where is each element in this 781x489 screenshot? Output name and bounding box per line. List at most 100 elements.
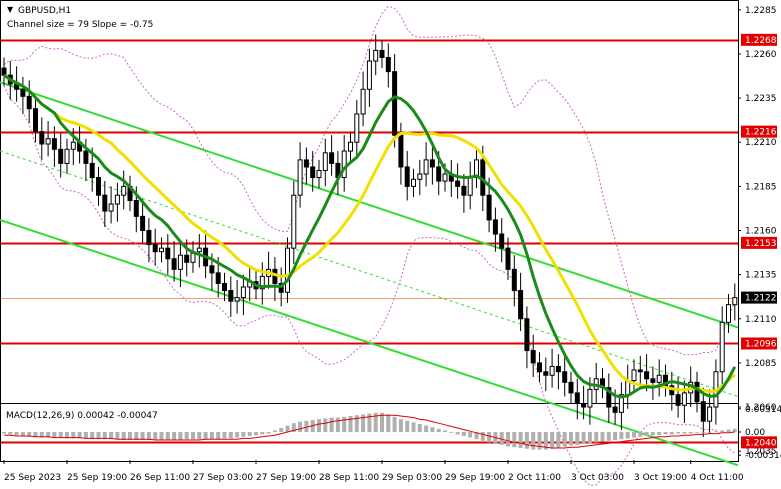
candle bbox=[606, 373, 612, 423]
candle-body bbox=[373, 49, 379, 62]
candle bbox=[511, 255, 517, 307]
time-tick-label: 3 Oct 19:00 bbox=[634, 473, 687, 483]
candle bbox=[467, 161, 473, 210]
candle-body bbox=[562, 371, 568, 383]
time-axis-layer: 25 Sep 2023 25 Sep 19:00 26 Sep 11:00 27 Se… bbox=[3, 460, 744, 483]
candle-body bbox=[385, 56, 391, 73]
macd-histogram-bar bbox=[657, 432, 662, 436]
candle bbox=[663, 364, 668, 397]
macd-histogram-bar bbox=[701, 432, 706, 433]
candle-body bbox=[196, 247, 202, 253]
dropdown-triangle-icon[interactable]: ▼ bbox=[7, 5, 14, 14]
candle bbox=[240, 274, 246, 316]
candle-body bbox=[530, 350, 536, 364]
macd-histogram-bar bbox=[298, 421, 303, 432]
level-label: 1.2096 bbox=[745, 339, 777, 349]
candle bbox=[64, 138, 70, 175]
macd-histogram-bar bbox=[606, 432, 611, 441]
macd-histogram-bar bbox=[367, 413, 372, 432]
candle bbox=[171, 241, 177, 282]
macd-histogram-bar bbox=[216, 432, 221, 440]
candle bbox=[310, 151, 316, 192]
macd-histogram-bar bbox=[537, 432, 542, 450]
level-label-box bbox=[741, 236, 777, 249]
candle-body bbox=[64, 148, 70, 164]
candle bbox=[360, 71, 366, 127]
candle bbox=[196, 234, 202, 268]
candle bbox=[732, 283, 738, 321]
candle bbox=[505, 237, 511, 280]
candles-layer bbox=[1, 34, 738, 438]
candle-body bbox=[537, 362, 542, 373]
level-label-box bbox=[741, 125, 777, 138]
candle bbox=[177, 242, 183, 287]
candle bbox=[108, 186, 114, 224]
candle bbox=[322, 138, 328, 187]
candle bbox=[600, 368, 605, 399]
candle-body bbox=[322, 152, 328, 171]
candle-body bbox=[159, 247, 164, 253]
macd-histogram-bar bbox=[291, 423, 296, 432]
macd-histogram-bar bbox=[27, 432, 32, 437]
price-tick-label: 1.2060 bbox=[745, 403, 777, 413]
candle-body bbox=[429, 159, 435, 168]
macd-histogram-bar bbox=[342, 416, 347, 432]
level-label: 1.2153 bbox=[745, 239, 777, 249]
macd-histogram-bar bbox=[600, 432, 605, 442]
macd-histogram-bar bbox=[707, 432, 712, 433]
candle-body bbox=[228, 290, 234, 302]
candle-body bbox=[20, 88, 26, 97]
candle bbox=[114, 182, 120, 222]
macd-histogram-bar bbox=[455, 432, 460, 435]
time-tick-label: 28 Sep 11:00 bbox=[319, 473, 379, 483]
candle bbox=[102, 181, 108, 227]
candle-body bbox=[719, 321, 725, 373]
macd-histogram-bar bbox=[380, 412, 384, 432]
ma-slow-line bbox=[3, 73, 736, 394]
candle-body bbox=[259, 275, 265, 290]
candle-body bbox=[568, 381, 574, 394]
candle-body bbox=[398, 134, 404, 168]
candle-body bbox=[581, 403, 587, 408]
price-tick-label: 1.2235 bbox=[745, 94, 777, 104]
candle-body bbox=[114, 194, 120, 205]
candle bbox=[669, 371, 675, 411]
macd-histogram-bar bbox=[2, 432, 6, 434]
candle bbox=[549, 348, 555, 388]
macd-histogram-bar bbox=[644, 432, 649, 436]
macd-histogram-bar bbox=[713, 431, 718, 432]
macd-histogram-bar bbox=[260, 432, 265, 435]
macd-histogram-bar bbox=[96, 432, 101, 440]
time-tick-label: 25 Sep 19:00 bbox=[67, 473, 127, 483]
macd-histogram-bar bbox=[304, 420, 309, 432]
candle-body bbox=[637, 369, 643, 373]
macd-histogram-bar bbox=[361, 414, 366, 432]
time-tick-label: 25 Sep 2023 bbox=[4, 473, 61, 483]
macd-histogram-bar bbox=[682, 432, 687, 434]
candle-body bbox=[316, 169, 322, 179]
macd-histogram-bar bbox=[348, 416, 353, 432]
macd-histogram-bar bbox=[436, 428, 441, 432]
candle-body bbox=[209, 265, 215, 274]
macd-histogram-bar bbox=[556, 432, 561, 448]
level-label-box bbox=[741, 337, 777, 350]
macd-histogram-bar bbox=[146, 432, 151, 440]
candle-body bbox=[70, 141, 76, 150]
macd-histogram-bar bbox=[424, 425, 429, 432]
candle-body bbox=[152, 244, 158, 253]
candle-body bbox=[467, 177, 473, 196]
macd-histogram-bar bbox=[663, 432, 668, 435]
macd-histogram-bar bbox=[102, 432, 107, 440]
candle-body bbox=[26, 95, 32, 110]
candle-body bbox=[587, 388, 593, 408]
candle-body bbox=[96, 177, 101, 196]
candle-body bbox=[165, 247, 171, 260]
candle-body bbox=[234, 297, 240, 302]
candle-body bbox=[1, 67, 7, 76]
candle-body bbox=[499, 233, 505, 249]
macd-histogram-bar bbox=[65, 432, 69, 439]
candle bbox=[461, 174, 467, 213]
candle-body bbox=[694, 381, 700, 403]
candle bbox=[562, 355, 568, 397]
